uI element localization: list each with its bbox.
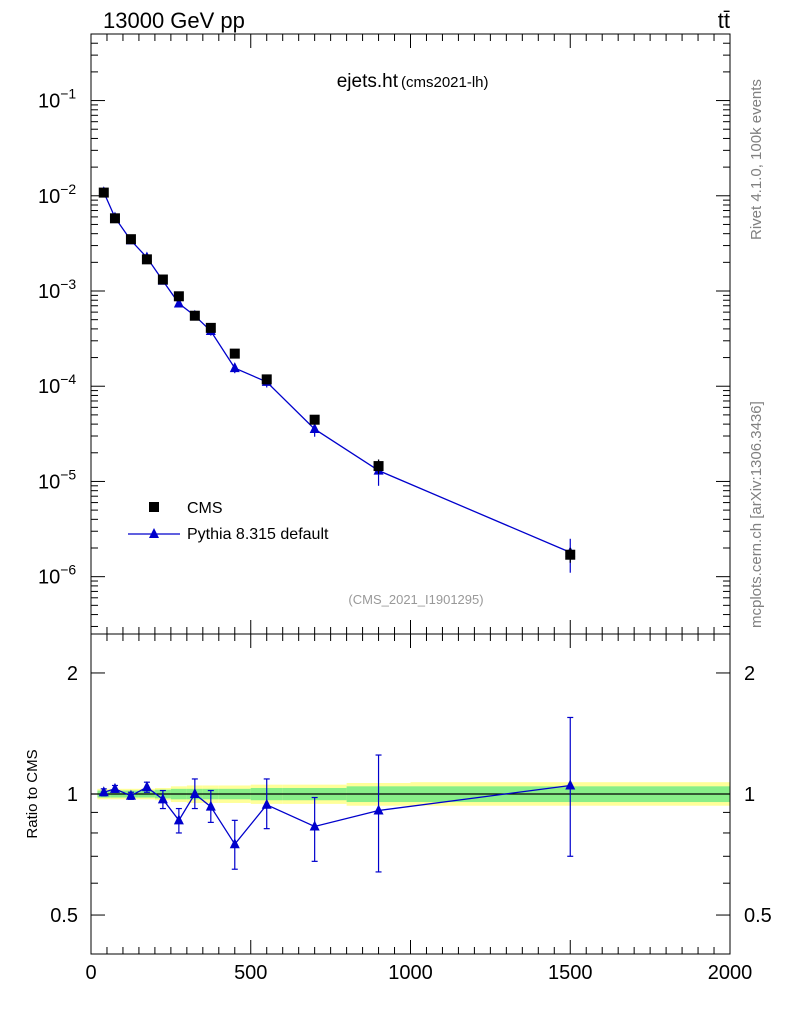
legend: CMS Pythia 8.315 default [128,500,329,543]
ratio-point [261,798,272,809]
ratio-point [205,800,216,811]
main-ytick-label: 10−6 [38,562,76,589]
main-ytick-label: 10−2 [38,181,76,208]
main-ytick-label: 10−5 [38,466,76,493]
pythia-line [103,191,571,553]
cms-point [141,254,152,265]
pythia-point [173,297,184,308]
ratio-ytick-label-left: 2 [67,663,78,685]
cms-point [373,461,384,472]
ratio-point [565,779,576,790]
ratio-point [125,789,136,800]
ratio-point [189,788,200,798]
cms-point [109,213,120,224]
legend-marker-pythia [149,528,159,538]
main-ytick-label: 10−1 [38,86,76,113]
ratio-ytick-label-right: 1 [744,784,755,806]
cms-point [261,374,272,385]
main-subtitle: (cms2021-lh) [401,74,489,91]
pythia-point [229,362,240,373]
ratio-point [373,804,384,815]
cms-point [98,187,109,198]
process-label: tt̄ [718,8,730,33]
main-frame [90,33,731,635]
legend-marker-cms [149,502,159,512]
cms-point [189,310,200,321]
cms-point [125,234,136,245]
xtick-label: 1500 [548,962,593,984]
rivet-version-label: Rivet 4.1.0, 100k events [748,79,765,240]
xtick-label: 2000 [708,962,753,984]
xtick-label: 1000 [388,962,433,984]
ratio-ytick-label-right: 0.5 [744,905,772,927]
cms-point [173,291,184,302]
energy-label: 13000 GeV pp [103,8,245,33]
cms-point [229,348,240,359]
xtick-label: 0 [85,962,96,984]
ratio-point [229,838,240,849]
xtick-label: 500 [234,962,267,984]
ratio-ytick-label-left: 0.5 [50,905,78,927]
pythia-point [309,423,320,434]
cms-point [205,322,216,333]
main-panel: ejets.ht (cms2021-lh) (CMS_2021_I1901295… [38,33,731,635]
cms-point [309,414,320,425]
ratio-ytick-label-left: 1 [67,784,78,806]
mcplots-label: mcplots.cern.ch [arXiv:1306.3436] [748,401,765,628]
ratio-ylabel: Ratio to CMS [24,749,41,838]
ratio-frame [90,633,731,955]
legend-label-pythia: Pythia 8.315 default [187,526,329,543]
ratio-point [141,781,152,792]
ratio-point [173,814,184,825]
ratio-point [309,820,320,831]
main-ytick-label: 10−3 [38,276,76,303]
ratio-point [109,782,120,793]
ratio-point [98,786,109,797]
legend-label-cms: CMS [187,500,223,517]
cms-point [157,274,168,285]
ratio-point [157,793,168,804]
ratio-ytick-label-right: 2 [744,663,755,685]
main-title: ejets.ht [337,71,399,92]
analysis-watermark: (CMS_2021_I1901295) [348,592,483,607]
cms-point [565,549,576,560]
ratio-panel: 0.5 0.5 1 1 2 2 0 500 1000 1500 2000 Ratio to CMS [24,633,772,984]
main-ytick-label: 10−4 [38,371,76,398]
